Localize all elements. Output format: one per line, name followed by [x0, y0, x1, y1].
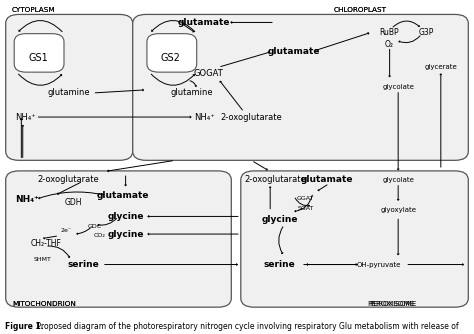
Text: CHLOROPLAST: CHLOROPLAST	[334, 7, 387, 13]
Text: glycerate: glycerate	[424, 64, 457, 70]
Text: glycine: glycine	[261, 215, 298, 224]
Text: glyoxylate: glyoxylate	[380, 207, 416, 213]
FancyBboxPatch shape	[14, 34, 64, 72]
FancyBboxPatch shape	[147, 34, 197, 72]
FancyBboxPatch shape	[241, 171, 468, 307]
Text: GS1: GS1	[28, 53, 48, 63]
Text: 2e⁻: 2e⁻	[61, 228, 72, 233]
Text: PEROXISOME: PEROXISOME	[367, 301, 415, 307]
Text: glutamate: glutamate	[301, 175, 353, 184]
Text: Figure 1.: Figure 1.	[5, 322, 43, 331]
Text: GOGAT: GOGAT	[194, 69, 223, 78]
Text: glutamate: glutamate	[178, 18, 230, 27]
Text: glycine: glycine	[107, 229, 144, 238]
Text: CO₂: CO₂	[93, 233, 106, 238]
Text: GGAT: GGAT	[297, 196, 314, 201]
FancyBboxPatch shape	[133, 14, 468, 160]
Text: glutamine: glutamine	[47, 89, 90, 98]
Text: SHMT: SHMT	[34, 257, 52, 262]
Text: RuBP: RuBP	[379, 28, 399, 36]
FancyBboxPatch shape	[6, 14, 133, 160]
Text: OH-pyruvate: OH-pyruvate	[357, 262, 401, 268]
Text: glycine: glycine	[107, 212, 144, 221]
Text: SGAT: SGAT	[298, 206, 314, 211]
Text: NH₄⁺: NH₄⁺	[15, 113, 36, 122]
Text: NH₄⁺: NH₄⁺	[194, 113, 215, 122]
Text: 2-oxoglutarate: 2-oxoglutarate	[38, 175, 100, 184]
Text: glycolate: glycolate	[382, 177, 414, 183]
Text: GDH: GDH	[65, 198, 82, 207]
Text: 2-oxoglutarate: 2-oxoglutarate	[244, 175, 306, 184]
Text: glutamate: glutamate	[268, 47, 320, 56]
Text: PEROXISOME: PEROXISOME	[370, 301, 417, 307]
Text: glycolate: glycolate	[382, 84, 414, 90]
Text: 2-oxoglutarate: 2-oxoglutarate	[220, 113, 282, 122]
Text: Proposed diagram of the photorespiratory nitrogen cycle involving respiratory Gl: Proposed diagram of the photorespiratory…	[34, 322, 459, 331]
Text: serine: serine	[264, 260, 295, 269]
Text: CH₂-THF: CH₂-THF	[31, 239, 62, 248]
Text: G3P: G3P	[419, 28, 434, 36]
Text: GDC: GDC	[88, 223, 102, 228]
Text: CHLOROPLAST: CHLOROPLAST	[334, 7, 387, 13]
Text: CYTOPLASM: CYTOPLASM	[12, 7, 55, 13]
Text: glutamine: glutamine	[171, 89, 213, 98]
Text: GS2: GS2	[161, 53, 181, 63]
Text: MITOCHONDRION: MITOCHONDRION	[12, 301, 76, 307]
Text: MITOCHONDRION: MITOCHONDRION	[12, 301, 76, 307]
Text: glutamate: glutamate	[97, 191, 149, 200]
Text: serine: serine	[67, 260, 99, 269]
Text: O₂: O₂	[384, 40, 393, 49]
Text: CYTOPLASM: CYTOPLASM	[12, 7, 55, 13]
Text: NH₄⁺: NH₄⁺	[15, 195, 39, 204]
FancyBboxPatch shape	[6, 171, 231, 307]
